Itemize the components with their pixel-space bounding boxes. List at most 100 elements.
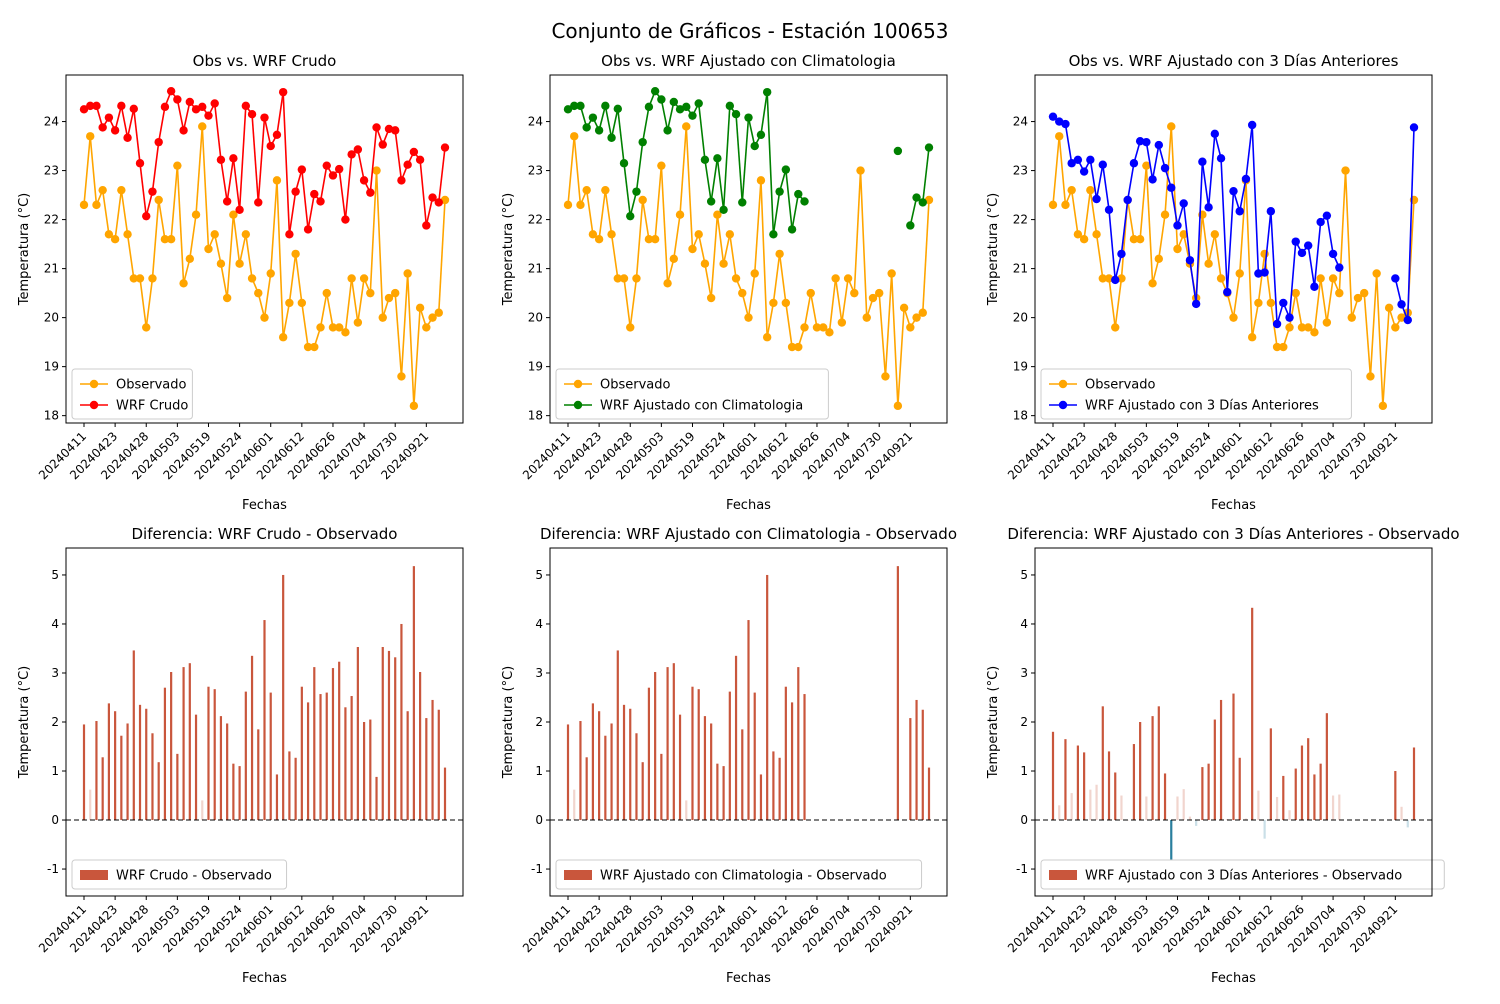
series-line-segment — [834, 278, 843, 323]
data-point — [409, 147, 419, 157]
data-point — [384, 293, 394, 303]
bar — [145, 708, 148, 821]
data-point — [688, 244, 697, 254]
y-tick-label: 2 — [535, 715, 543, 729]
series-line-segment — [344, 154, 353, 220]
series-line-segment — [1313, 221, 1322, 287]
series-line-segment — [406, 273, 415, 406]
bar — [306, 702, 310, 821]
data-point — [601, 185, 610, 195]
data-point — [1173, 244, 1182, 254]
y-tick-label: 22 — [528, 213, 543, 227]
data-point — [1198, 157, 1207, 166]
y-tick-label: 1 — [535, 764, 543, 778]
bar — [176, 753, 179, 821]
series-line-segment — [126, 234, 135, 279]
y-tick-label: 18 — [1013, 409, 1028, 423]
y-tick-label: 22 — [44, 213, 59, 227]
series-line-segment — [1338, 170, 1347, 294]
series-line-segment — [1326, 278, 1334, 323]
y-tick-label: 21 — [44, 262, 59, 276]
y-tick-label: 18 — [44, 409, 59, 423]
data-point — [378, 140, 387, 149]
data-point — [1167, 122, 1176, 131]
y-tick-label: 20 — [528, 311, 543, 325]
x-axis-label: Fechas — [242, 971, 287, 986]
series-line-segment — [741, 292, 750, 318]
bar — [716, 763, 719, 821]
bar — [790, 702, 794, 821]
series-line-segment — [89, 136, 98, 205]
series-line-segment — [1058, 136, 1067, 205]
data-point — [868, 293, 878, 303]
series-line-segment — [635, 199, 644, 279]
data-point — [1341, 166, 1350, 175]
y-tick-label: 1 — [51, 764, 59, 778]
data-point — [881, 372, 890, 381]
x-axis-label: Fechas — [1211, 498, 1256, 513]
data-point — [1322, 211, 1332, 220]
series-observado — [563, 122, 934, 411]
bar — [350, 696, 353, 821]
series-line-segment — [791, 193, 800, 230]
series-line-segment — [884, 273, 893, 377]
data-point — [1285, 313, 1294, 322]
y-tick-label: -1 — [531, 862, 543, 876]
data-point — [1316, 217, 1325, 227]
data-point — [893, 401, 903, 411]
series-line-segment — [357, 149, 365, 181]
data-point — [1384, 303, 1394, 313]
series-line-segment — [1257, 253, 1266, 304]
data-point — [1204, 259, 1213, 268]
data-point — [1160, 210, 1170, 219]
bar-series — [566, 566, 931, 821]
bar — [182, 667, 185, 821]
data-point — [359, 176, 369, 185]
y-axis-label: Temperatura (°C) — [501, 666, 516, 779]
data-point — [1378, 401, 1388, 411]
data-point — [185, 97, 195, 107]
bar — [107, 703, 110, 821]
data-point — [110, 126, 120, 135]
y-tick-label: 0 — [535, 813, 543, 827]
series-line-segment — [325, 292, 334, 328]
bar — [1313, 774, 1316, 821]
bar — [1139, 722, 1142, 821]
data-point — [650, 234, 660, 244]
data-point — [135, 159, 145, 168]
y-tick-label: 2 — [51, 715, 59, 729]
y-tick-label: 18 — [528, 409, 543, 423]
bar — [1070, 793, 1073, 821]
bar — [1300, 745, 1304, 821]
data-point — [626, 211, 635, 221]
data-point — [391, 288, 400, 298]
y-axis-label: Temperatura (°C) — [986, 666, 1001, 779]
bar — [1288, 810, 1291, 821]
data-point — [1229, 313, 1238, 322]
series-line-segment — [126, 108, 135, 138]
series-line-segment — [263, 117, 272, 147]
series-line-segment — [1182, 203, 1191, 261]
data-point — [1229, 186, 1238, 196]
series-line-segment — [226, 158, 235, 202]
bar — [1238, 757, 1241, 821]
series-line-segment — [1406, 127, 1415, 321]
data-point — [1335, 263, 1344, 272]
series-line-segment — [157, 106, 166, 143]
data-point — [123, 230, 132, 239]
series-line-segment — [257, 117, 266, 203]
series-line-segment — [357, 278, 365, 323]
y-tick-label: 3 — [535, 666, 543, 680]
data-point — [1366, 372, 1375, 381]
data-point — [787, 225, 797, 234]
series-line-segment — [666, 258, 675, 284]
bar — [207, 686, 210, 821]
data-point — [241, 230, 251, 239]
data-point — [1086, 155, 1095, 164]
series-line-segment — [598, 190, 607, 240]
bar — [1058, 805, 1061, 821]
series-line-segment — [139, 278, 148, 328]
series-line-segment — [1288, 292, 1297, 328]
data-point — [1098, 274, 1107, 283]
series-line-segment — [182, 258, 191, 284]
